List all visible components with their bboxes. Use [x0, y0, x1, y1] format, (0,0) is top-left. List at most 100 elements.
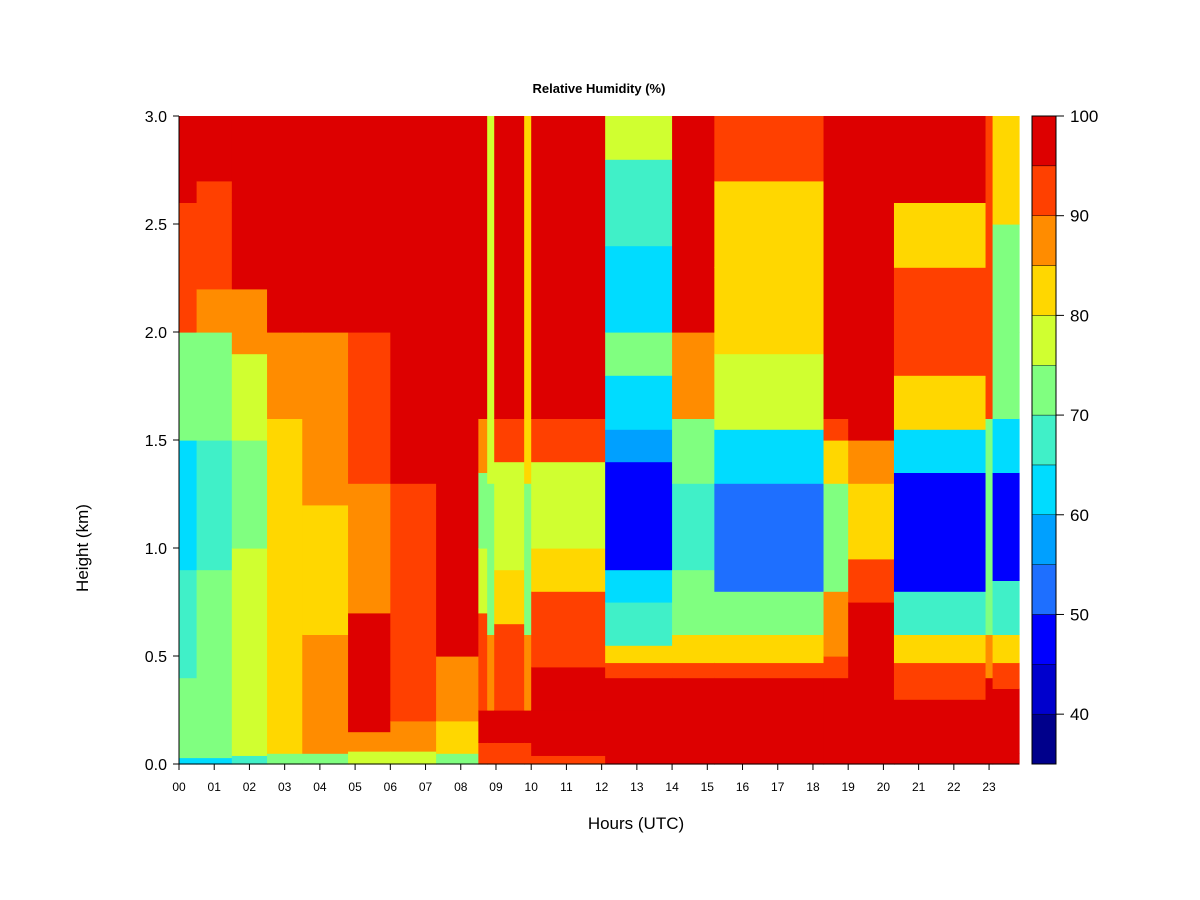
heatmap-cell [823, 591, 849, 657]
heatmap-cell [714, 634, 825, 664]
heatmap-cell [478, 710, 488, 743]
heatmap-cell [893, 472, 987, 592]
heatmap-cell [302, 418, 349, 506]
heatmap-cell [848, 440, 895, 484]
heatmap-cell [390, 116, 437, 484]
x-tick-label: 05 [348, 780, 362, 794]
heatmap-cell [231, 440, 268, 549]
heatmap-cell [231, 755, 268, 765]
colorbar-swatch [1031, 365, 1057, 416]
heatmap-cell [992, 418, 1020, 473]
y-tick-label: 0.0 [145, 757, 167, 774]
heatmap-cell [893, 429, 987, 473]
heatmap-cell [179, 757, 198, 765]
heatmap-cell [348, 731, 391, 752]
heatmap-cell [672, 116, 715, 203]
x-tick-label: 02 [243, 780, 257, 794]
heatmap-cell [196, 699, 233, 759]
heatmap-cell [992, 224, 1020, 333]
heatmap-cell [714, 429, 825, 484]
heatmap-cell [992, 634, 1020, 664]
heatmap-cell [714, 267, 825, 355]
heatmap-cell [524, 710, 532, 743]
colorbar-swatch [1031, 614, 1057, 665]
heatmap-cell [605, 645, 673, 664]
x-tick-label: 06 [384, 780, 398, 794]
y-tick-label: 3.0 [145, 109, 167, 126]
heatmap-cell [605, 602, 673, 646]
heatmap-cell [179, 677, 198, 759]
heatmap-cell [992, 662, 1020, 689]
y-tick-label: 0.5 [145, 649, 167, 666]
heatmap-cell [348, 483, 391, 614]
y-axis: 0.0 0.5 1.0 1.5 2.0 2.5 3.0 [145, 109, 180, 774]
heatmap-cell [478, 116, 488, 419]
heatmap-cell [179, 116, 198, 203]
heatmap-cell [714, 116, 825, 182]
heatmap-cell [605, 375, 673, 430]
heatmap-cell [524, 742, 532, 765]
heatmap-cell [823, 677, 849, 754]
heatmap-cell [231, 699, 268, 756]
heatmap-cell [487, 634, 495, 711]
heatmap-cell [231, 288, 268, 355]
x-tick-label: 12 [595, 780, 609, 794]
heatmap-cell [605, 753, 673, 765]
heatmap-cell [436, 720, 479, 754]
heatmap-cells [179, 116, 1020, 765]
colorbar-swatch [1031, 564, 1057, 615]
heatmap-cell [605, 429, 673, 463]
heatmap-cell [348, 116, 391, 333]
colorbar-swatch [1031, 315, 1057, 366]
colorbar-swatch [1031, 514, 1057, 565]
heatmap-cell [714, 753, 825, 765]
heatmap-cell [494, 418, 525, 463]
heatmap-cell [390, 483, 437, 614]
heatmap-cell [992, 332, 1020, 419]
heatmap-cell [494, 569, 525, 625]
heatmap-cell [302, 753, 349, 765]
heatmap-cell [494, 116, 525, 419]
heatmap-cell [436, 753, 479, 765]
heatmap-cell [478, 742, 488, 765]
x-tick-label: 03 [278, 780, 292, 794]
heatmap-cell [672, 662, 715, 679]
heatmap-cell [531, 418, 606, 463]
heatmap-cell [348, 332, 391, 484]
heatmap-cell [992, 116, 1020, 225]
heatmap-cell [478, 548, 488, 614]
x-tick-label: 11 [560, 780, 573, 794]
heatmap-cell [714, 591, 825, 635]
heatmap-cell [893, 677, 987, 700]
x-tick-label: 08 [454, 780, 468, 794]
heatmap-cell [605, 677, 673, 754]
heatmap-cell [494, 710, 525, 743]
heatmap-cell [478, 612, 488, 711]
heatmap-cell [302, 504, 349, 635]
heatmap-cell [524, 483, 532, 635]
x-tick-label: 18 [806, 780, 820, 794]
heatmap-cell [823, 656, 849, 679]
heatmap-cell [494, 623, 525, 711]
heatmap-cell [848, 483, 895, 560]
heatmap-cell [196, 440, 233, 571]
y-tick-label: 1.5 [145, 433, 167, 450]
heatmap-cell [267, 116, 303, 333]
colorbar-swatch [1031, 265, 1057, 316]
heatmap-cell [893, 591, 987, 635]
heatmap-cell [196, 332, 233, 441]
heatmap-cell [893, 634, 987, 664]
x-axis: 00 01 02 03 04 05 06 07 08 09 10 11 12 13 14 15 16 17 18 19… [172, 763, 1019, 794]
colorbar-tick-label: 50 [1070, 605, 1089, 624]
heatmap-cell [231, 202, 268, 290]
heatmap-cell [302, 116, 349, 333]
heatmap-cell [672, 202, 715, 333]
x-tick-label: 21 [912, 780, 926, 794]
heatmap-cell [531, 116, 606, 419]
heatmap-cell [196, 180, 233, 290]
colorbar: 40 50 60 70 80 90 100 [1031, 107, 1098, 765]
heatmap-cell [531, 755, 606, 765]
heatmap-cell [893, 375, 987, 430]
heatmap-cell [672, 677, 715, 754]
heatmap-cell [436, 656, 479, 722]
